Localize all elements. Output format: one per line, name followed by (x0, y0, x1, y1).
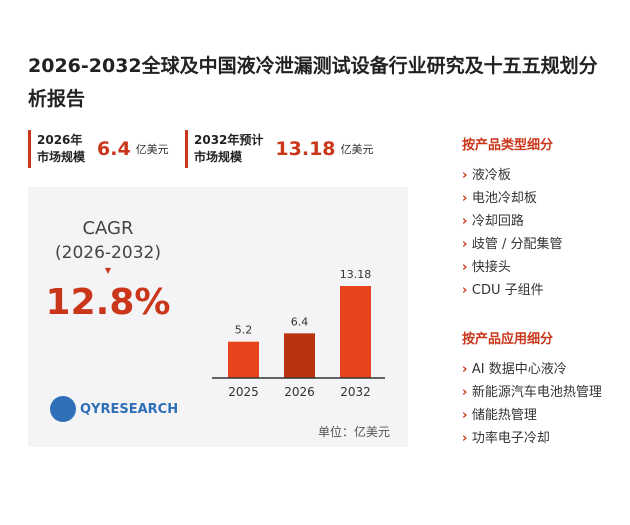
stat-label-line: 2032年预计 (194, 133, 264, 147)
cagr-title: CAGR (82, 218, 134, 239)
bar (340, 286, 371, 378)
stat-label-line: 市场规模 (37, 150, 86, 164)
arrow: ▼ (104, 266, 112, 275)
cagr-period: (2026-2032) (55, 243, 161, 263)
logo-text: QYRESEARCH (80, 401, 179, 417)
segment-item: 快接头 (462, 257, 612, 279)
segment-heading: 按产品类型细分 (462, 138, 554, 153)
unit-note: 单位：亿美元 (318, 424, 390, 439)
stat-label-line: 2026年 (37, 133, 83, 147)
value-label: 6.4 (291, 315, 309, 328)
segment-item: 冷却回路 (462, 211, 612, 233)
segments: 按产品类型细分液冷板电池冷却板冷却回路歧管 / 分配集管快接头CDU 子组件按产… (462, 134, 612, 450)
segment-heading: 按产品应用细分 (462, 332, 554, 347)
segment-item: 歧管 / 分配集管 (462, 234, 612, 256)
stat-label-line: 市场规模 (194, 150, 243, 164)
x-tick-label: 2032 (340, 385, 371, 399)
bar (228, 341, 259, 378)
x-tick-label: 2025 (228, 385, 259, 399)
value-label: 13.18 (340, 268, 372, 281)
stat-label: 2032年预计 市场规模 (194, 132, 263, 166)
value-label: 5.2 (235, 324, 253, 337)
cagr-value: 12.8% (45, 282, 171, 323)
bar (284, 333, 315, 378)
stat-unit: 亿美元 (340, 143, 374, 156)
stat-value: 6.4 (97, 138, 131, 160)
segment-item: 电池冷却板 (462, 188, 612, 210)
stat-unit: 亿美元 (135, 143, 169, 156)
segment-item: AI 数据中心液冷 (462, 359, 612, 381)
segment-item: CDU 子组件 (462, 280, 612, 302)
stat: 2026年市场规模 6.4 亿美元 (28, 130, 169, 168)
stat-value: 13.18 (275, 138, 336, 160)
stat: 2032年预计 市场规模 13.18 亿美元 (185, 130, 374, 168)
segment-item: 新能源汽车电池热管理 (462, 382, 612, 404)
segment-item: 储能热管理 (462, 405, 612, 427)
segment-item: 功率电子冷却 (462, 428, 612, 450)
segment-item: 液冷板 (462, 165, 612, 187)
stat-label: 2026年市场规模 (37, 132, 85, 166)
x-tick-label: 2026 (284, 385, 315, 399)
title: 2026-2032全球及中国液冷泄漏测试设备行业研究及十五五规划分析报告 (28, 55, 598, 110)
logo: QYRESEARCH (50, 396, 178, 422)
logo-icon (50, 396, 76, 422)
